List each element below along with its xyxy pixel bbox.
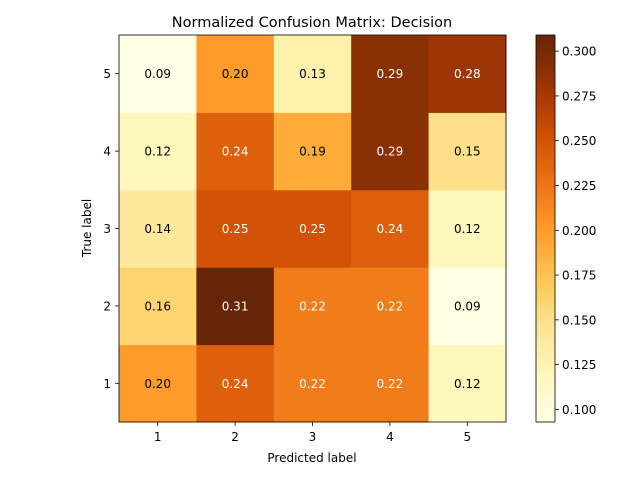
x-axis-label: Predicted label	[267, 451, 356, 465]
cell-value-label: 0.19	[299, 145, 326, 159]
heatmap-cell	[351, 344, 430, 423]
heatmap-cell	[273, 35, 352, 113]
colorbar-tick-label: 0.150	[562, 313, 596, 327]
heatmap-cell	[428, 35, 507, 113]
cell-value-label: 0.12	[454, 377, 481, 391]
heatmap-cell	[196, 344, 275, 423]
x-axis-ticks: 1 2 3 4 5	[154, 422, 471, 444]
cell-value-label: 0.15	[454, 145, 481, 159]
heatmap-cell	[119, 189, 197, 268]
colorbar-tick-label: 0.225	[562, 179, 596, 193]
heatmap-cell	[428, 267, 507, 346]
heatmap-cell	[351, 267, 430, 346]
heatmap-cell	[119, 344, 197, 423]
cell-value-label: 0.31	[222, 299, 249, 313]
heatmap-cell	[273, 189, 352, 268]
colorbar-tick-label: 0.300	[562, 45, 596, 59]
cell-value-label: 0.20	[222, 67, 249, 81]
y-tick-label: 4	[103, 145, 111, 159]
heatmap-cell	[351, 35, 430, 113]
colorbar-tick-label: 0.175	[562, 269, 596, 283]
cell-value-label: 0.24	[222, 377, 249, 391]
cell-value-label: 0.22	[299, 377, 326, 391]
x-tick-label: 2	[231, 430, 239, 444]
heatmap-cell	[119, 35, 197, 113]
heatmap-cell	[196, 112, 275, 191]
cell-value-label: 0.12	[454, 222, 481, 236]
heatmap-cell	[351, 112, 430, 191]
cell-value-label: 0.24	[377, 222, 404, 236]
x-tick-label: 4	[386, 430, 394, 444]
heatmap-cell	[273, 112, 352, 191]
y-tick-label: 2	[103, 299, 111, 313]
heatmap-cell	[428, 344, 507, 423]
heatmap-cell	[428, 189, 507, 268]
colorbar-tick-label: 0.100	[562, 403, 596, 417]
colorbar-ticks: 0.100 0.125 0.150 0.175 0.200 0.225 0.250 0.275…	[555, 45, 596, 417]
colorbar-tick-label: 0.200	[562, 224, 596, 238]
colorbar	[535, 34, 556, 423]
colorbar-tick-label: 0.275	[562, 89, 596, 103]
cell-value-label: 0.25	[222, 222, 249, 236]
cell-value-label: 0.29	[377, 67, 404, 81]
cell-value-label: 0.24	[222, 145, 249, 159]
heatmap-cells	[119, 35, 507, 423]
cell-value-label: 0.28	[454, 67, 481, 81]
cell-value-label: 0.14	[144, 222, 171, 236]
y-tick-label: 5	[103, 67, 111, 81]
heatmap-cell	[196, 189, 275, 268]
cell-value-label: 0.09	[144, 67, 171, 81]
cell-value-label: 0.22	[377, 299, 404, 313]
y-axis-ticks: 1 2 3 4 5	[103, 67, 119, 391]
cell-value-label: 0.09	[454, 299, 481, 313]
heatmap-cell	[119, 112, 197, 191]
cell-value-label: 0.22	[299, 299, 326, 313]
cell-value-label: 0.20	[144, 377, 171, 391]
heatmap-cell	[273, 267, 352, 346]
cell-value-label: 0.13	[299, 67, 326, 81]
y-axis-label: True label	[80, 199, 94, 258]
x-tick-label: 3	[309, 430, 317, 444]
x-tick-label: 1	[154, 430, 162, 444]
heatmap-cell	[119, 267, 197, 346]
heatmap-cell	[273, 344, 352, 423]
cell-value-label: 0.22	[377, 377, 404, 391]
cell-value-label: 0.12	[144, 145, 171, 159]
colorbar-tick-label: 0.125	[562, 358, 596, 372]
cell-value-labels: 0.20 0.24 0.22 0.22 0.12 0.16 0.31 0.22 0.22 0.09…	[144, 67, 480, 391]
heatmap-cell	[351, 189, 430, 268]
colorbar-tick-label: 0.250	[562, 134, 596, 148]
chart-title: Normalized Confusion Matrix: Decision	[172, 15, 452, 31]
cell-value-label: 0.16	[144, 299, 171, 313]
heatmap-cell	[428, 112, 507, 191]
y-tick-label: 3	[103, 222, 111, 236]
heatmap-cell	[196, 267, 275, 346]
x-tick-label: 5	[463, 430, 471, 444]
cell-value-label: 0.29	[377, 145, 404, 159]
cell-value-label: 0.25	[299, 222, 326, 236]
heatmap-cell	[196, 35, 275, 113]
y-tick-label: 1	[103, 377, 111, 391]
